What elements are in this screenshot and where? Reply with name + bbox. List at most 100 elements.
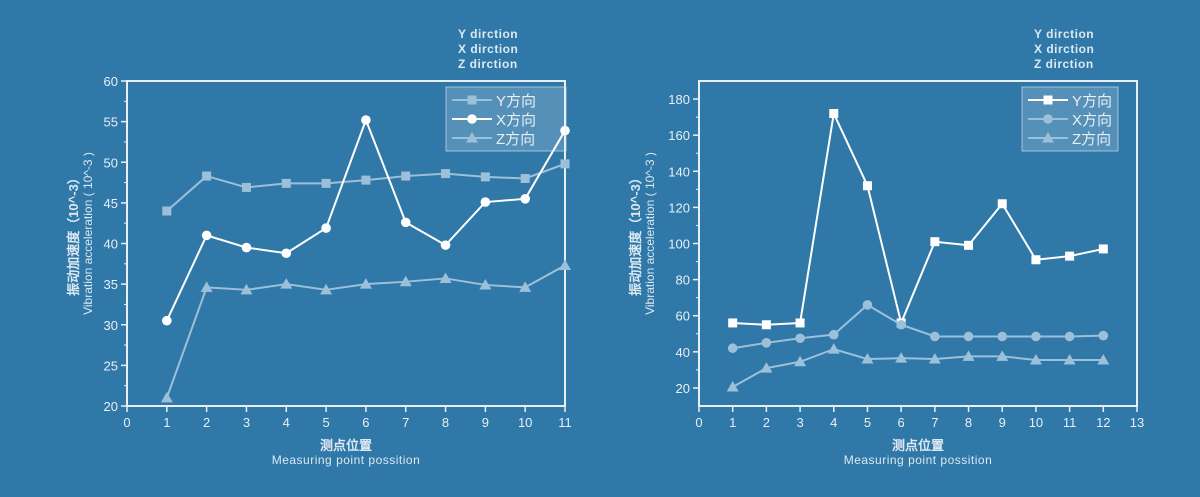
data-point bbox=[726, 381, 739, 392]
data-point bbox=[728, 318, 738, 328]
annotation-line: Z dirction bbox=[1034, 57, 1094, 71]
y-tick-label: 40 bbox=[104, 237, 118, 252]
data-point bbox=[964, 240, 974, 250]
x-tick-label: 8 bbox=[442, 415, 449, 430]
x-tick-label: 10 bbox=[1029, 415, 1043, 430]
data-point bbox=[896, 319, 906, 330]
data-point bbox=[828, 329, 839, 340]
data-point bbox=[794, 355, 807, 367]
y-axis-label-cn: 振动加速度（10^-3） bbox=[628, 171, 643, 296]
x-tick-label: 2 bbox=[763, 415, 770, 430]
x-tick-label: 3 bbox=[796, 415, 803, 430]
x-tick-label: 7 bbox=[402, 415, 409, 430]
series-triangle bbox=[160, 259, 571, 403]
data-point bbox=[361, 115, 371, 125]
x-tick-label: 10 bbox=[518, 415, 532, 430]
data-point bbox=[160, 391, 173, 403]
y-tick-label: 25 bbox=[104, 358, 118, 373]
data-point bbox=[281, 248, 292, 259]
y-tick-label: 60 bbox=[104, 74, 118, 89]
legend-label: X方向 bbox=[496, 112, 536, 129]
legend-marker-triangle-icon bbox=[1042, 132, 1054, 143]
series-line bbox=[732, 303, 1104, 350]
data-point bbox=[1098, 330, 1109, 341]
data-point bbox=[401, 171, 411, 181]
data-point bbox=[1097, 353, 1110, 365]
data-point bbox=[997, 331, 1008, 342]
data-point bbox=[930, 331, 940, 342]
data-point bbox=[519, 281, 532, 292]
x-tick-label: 5 bbox=[322, 415, 329, 430]
x-tick-label: 9 bbox=[999, 415, 1006, 430]
x-axis-label-cn: 测点位置 bbox=[892, 438, 944, 453]
x-tick-label: 11 bbox=[1063, 415, 1077, 430]
x-tick-label: 7 bbox=[931, 415, 938, 430]
x-axis-label-cn: 测点位置 bbox=[320, 438, 372, 453]
legend-marker-square-icon bbox=[467, 95, 477, 105]
series-square bbox=[162, 159, 570, 216]
data-point bbox=[1064, 331, 1075, 342]
legend-label: Z方向 bbox=[1072, 131, 1111, 148]
data-point bbox=[399, 275, 412, 287]
data-point bbox=[1031, 255, 1041, 265]
data-point bbox=[928, 353, 941, 364]
x-tick-label: 6 bbox=[898, 415, 905, 430]
data-point bbox=[479, 278, 492, 290]
y-axis-label-en: Vibration acceleration ( 10^-3 ) bbox=[643, 152, 657, 315]
y-tick-label: 40 bbox=[676, 345, 690, 360]
data-point bbox=[359, 278, 372, 289]
y-tick-label: 180 bbox=[668, 92, 690, 107]
x-tick-label: 5 bbox=[864, 415, 871, 430]
y-tick-label: 140 bbox=[668, 164, 690, 179]
x-tick-label: 12 bbox=[1096, 415, 1110, 430]
annotation-line: X dirction bbox=[458, 42, 518, 56]
x-tick-label: 2 bbox=[203, 415, 210, 430]
data-point bbox=[1065, 251, 1075, 261]
data-point bbox=[559, 259, 571, 270]
data-point bbox=[997, 199, 1007, 209]
y-tick-label: 20 bbox=[676, 381, 690, 396]
data-point bbox=[162, 315, 172, 326]
annotation-line: Y dirction bbox=[458, 27, 518, 41]
data-point bbox=[200, 281, 213, 292]
data-point bbox=[829, 109, 839, 118]
data-point bbox=[439, 272, 452, 283]
series-circle bbox=[162, 115, 570, 326]
x-tick-label: 4 bbox=[830, 415, 837, 430]
legend-marker-circle-icon bbox=[1043, 114, 1053, 124]
data-point bbox=[520, 194, 530, 204]
data-point bbox=[520, 174, 530, 183]
data-point bbox=[241, 242, 252, 253]
data-point bbox=[795, 333, 805, 344]
data-point bbox=[162, 206, 172, 216]
y-tick-label: 30 bbox=[104, 318, 118, 333]
x-tick-label: 11 bbox=[558, 415, 572, 430]
data-point bbox=[281, 178, 291, 188]
data-point bbox=[280, 278, 293, 289]
annotation-line: Z dirction bbox=[458, 57, 518, 71]
series-triangle bbox=[726, 343, 1110, 392]
data-point bbox=[400, 217, 411, 228]
x-tick-label: 0 bbox=[123, 415, 130, 430]
x-tick-label: 0 bbox=[695, 415, 702, 430]
legend-marker-circle-icon bbox=[467, 114, 477, 124]
legend-marker-triangle-icon bbox=[466, 132, 478, 143]
x-axis-label-en: Measuring point possition bbox=[844, 453, 993, 467]
x-tick-label: 8 bbox=[965, 415, 972, 430]
data-point bbox=[321, 178, 331, 188]
data-point bbox=[321, 223, 331, 233]
data-point bbox=[996, 350, 1009, 361]
y-axis-label-cn: 振动加速度（10^-3） bbox=[66, 171, 81, 296]
data-point bbox=[963, 331, 974, 342]
legend-label: Y方向 bbox=[1072, 93, 1112, 110]
data-point bbox=[361, 175, 371, 185]
data-point bbox=[241, 182, 251, 192]
data-point bbox=[560, 159, 570, 169]
data-point bbox=[1031, 331, 1041, 342]
y-tick-label: 100 bbox=[668, 237, 690, 252]
data-point bbox=[202, 171, 212, 181]
x-tick-label: 6 bbox=[362, 415, 369, 430]
data-point bbox=[930, 237, 940, 247]
legend-label: Y方向 bbox=[496, 93, 536, 110]
